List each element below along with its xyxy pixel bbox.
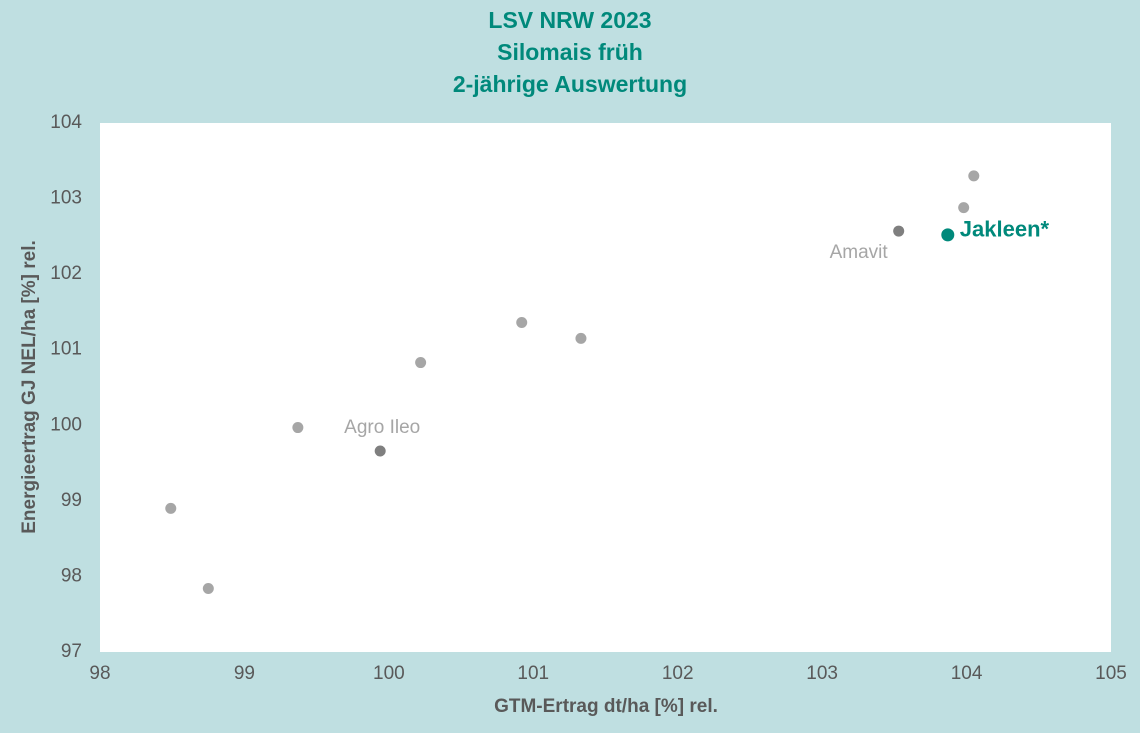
data-point — [292, 422, 304, 434]
plot-area — [100, 123, 1111, 652]
x-tick-label: 101 — [517, 663, 549, 684]
data-point — [958, 202, 970, 214]
y-tick-label: 102 — [50, 263, 82, 284]
data-point — [968, 170, 980, 182]
y-tick-label: 97 — [61, 641, 82, 662]
y-tick-label: 98 — [61, 565, 82, 586]
y-tick-label: 103 — [50, 188, 82, 209]
x-tick-label: 103 — [806, 663, 838, 684]
x-tick-label: 99 — [234, 663, 255, 684]
chart-title: LSV NRW 2023 — [488, 7, 651, 33]
y-axis-title: Energieertrag GJ NEL/ha [%] rel. — [19, 240, 40, 534]
chart-title: Silomais früh — [497, 39, 643, 65]
x-tick-label: 104 — [951, 663, 983, 684]
y-tick-label: 104 — [50, 112, 82, 133]
x-tick-label: 100 — [373, 663, 405, 684]
data-point — [575, 332, 587, 344]
y-tick-label: 100 — [50, 414, 82, 435]
data-point — [165, 502, 177, 514]
data-point — [893, 225, 905, 237]
x-axis-title: GTM-Ertrag dt/ha [%] rel. — [494, 696, 718, 717]
chart-title: 2-jährige Auswertung — [453, 71, 687, 97]
data-point — [516, 317, 528, 329]
y-tick-label: 99 — [61, 490, 82, 511]
x-tick-label: 102 — [662, 663, 694, 684]
x-tick-label: 105 — [1095, 663, 1127, 684]
data-point — [941, 228, 955, 242]
point-label: Agro Ileo — [344, 417, 420, 438]
point-label: Jakleen* — [960, 217, 1050, 242]
point-label: Amavit — [830, 242, 889, 263]
data-point — [374, 445, 386, 457]
y-tick-label: 101 — [50, 339, 82, 360]
x-tick-label: 98 — [89, 663, 110, 684]
data-point — [202, 583, 214, 595]
data-point — [415, 357, 427, 369]
